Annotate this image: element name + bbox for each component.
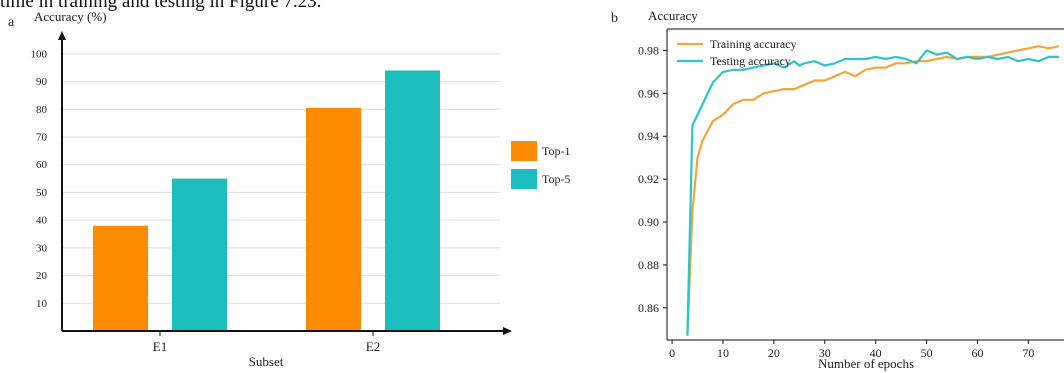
- bar-xtick-label: E2: [366, 339, 380, 354]
- legend-label-top-1: Top-1: [542, 144, 571, 158]
- line-xtick-label: 20: [768, 346, 780, 360]
- bar-ytick-label: 20: [36, 270, 48, 282]
- line-xtick-label: 30: [819, 346, 831, 360]
- bar-legend: Top-1 Top-5: [511, 141, 571, 189]
- bar-top-5-e1: [172, 178, 227, 331]
- bar-ytick-label: 50: [36, 187, 48, 199]
- line-legend: Training accuracy Testing accuracy: [677, 37, 797, 68]
- bar-ylabel: Accuracy (%): [34, 9, 107, 24]
- panel-label-a: a: [8, 15, 15, 30]
- legend-label-testing-accuracy: Testing accuracy: [710, 54, 791, 68]
- bar-ytick-label: 40: [36, 215, 48, 227]
- line-xtick-label: 60: [971, 346, 983, 360]
- bar-ytick-label: 10: [36, 298, 48, 310]
- bar-top-1-e2: [306, 107, 361, 332]
- line-xlabel: Number of epochs: [818, 356, 914, 371]
- bar-ytick-label: 70: [36, 132, 48, 144]
- caption-fragment: time in training and testing in Figure 7…: [0, 0, 322, 12]
- bar-ytick-label: 90: [36, 76, 48, 88]
- bar-ytick-label: 80: [36, 104, 48, 116]
- line-ytick-label: 0.90: [638, 215, 659, 229]
- bar-xlabel: Subset: [249, 354, 284, 369]
- line-ytick-label: 0.96: [638, 86, 659, 100]
- line-ytick-label: 0.88: [638, 258, 659, 272]
- line-xtick-label: 40: [870, 346, 882, 360]
- bar-ytick-label: 100: [31, 48, 48, 60]
- bar-top-1-e1: [93, 225, 148, 331]
- bar-top-5-e2: [385, 70, 440, 331]
- line-ytick-label: 0.98: [638, 43, 659, 57]
- line-xtick-label: 10: [717, 346, 729, 360]
- line-chart-panel: b Accuracy 0.860.880.900.920.940.960.98 …: [611, 8, 1064, 371]
- line-xtick-label: 50: [921, 346, 933, 360]
- panel-label-b: b: [611, 11, 618, 26]
- line-ytick-label: 0.86: [638, 301, 659, 315]
- bar-x-axis-arrow: [503, 327, 512, 335]
- line-xtick-label: 70: [1022, 346, 1034, 360]
- line-ytick-label: 0.94: [638, 129, 659, 143]
- line-xtick-label: 0: [669, 346, 675, 360]
- bar-xtick-label: E1: [153, 339, 167, 354]
- bar-ytick-label: 60: [36, 159, 48, 171]
- bar-chart-panel: a Accuracy (%) 10 20 30 40 50 60 70 80 90 100 E1 E…: [8, 9, 571, 369]
- line-series-training-accuracy: [686, 45, 1060, 336]
- bar-y-axis-arrow: [58, 31, 66, 40]
- legend-label-top-5: Top-5: [542, 172, 571, 186]
- legend-swatch-top-5: [511, 169, 537, 189]
- legend-label-training-accuracy: Training accuracy: [710, 37, 797, 51]
- line-ytick-label: 0.92: [638, 172, 659, 186]
- legend-swatch-top-1: [511, 141, 537, 161]
- line-ylabel: Accuracy: [648, 8, 698, 23]
- line-series-testing-accuracy: [686, 49, 1059, 336]
- bar-ytick-label: 30: [36, 242, 48, 254]
